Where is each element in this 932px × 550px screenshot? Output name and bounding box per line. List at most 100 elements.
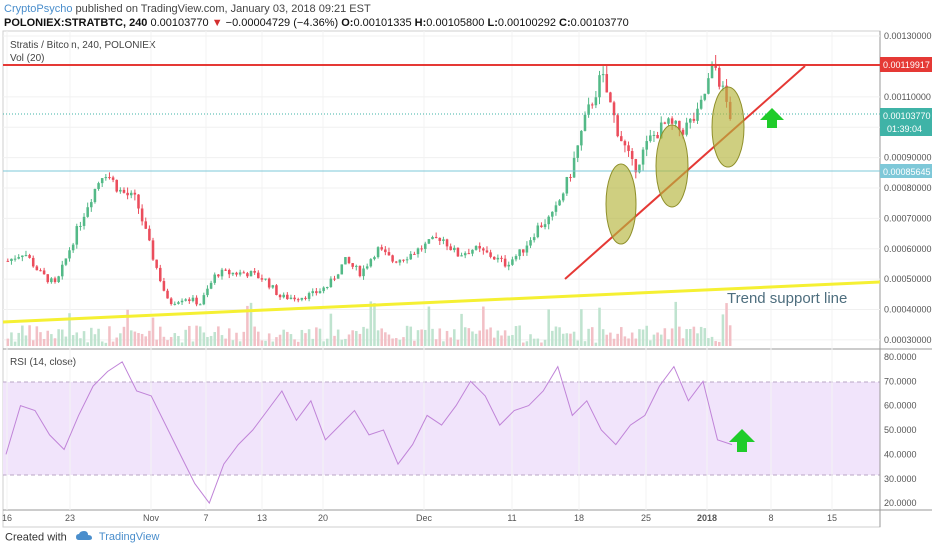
volume-bar xyxy=(68,313,71,346)
candle-body xyxy=(155,259,158,268)
volume-bar xyxy=(409,326,413,346)
volume-bar xyxy=(86,342,89,346)
volume-bar xyxy=(242,331,246,346)
volume-bar xyxy=(50,334,53,346)
volume-bar xyxy=(634,338,638,346)
volume-bar xyxy=(296,341,300,346)
candle-body xyxy=(365,266,369,269)
candle-body xyxy=(64,258,68,265)
volume-bar xyxy=(304,333,307,346)
volume-bar xyxy=(463,327,467,346)
volume-bar xyxy=(195,325,198,346)
candle-body xyxy=(681,129,685,135)
candle-body xyxy=(206,288,209,296)
volume-bar xyxy=(696,333,699,346)
volume-bar xyxy=(380,328,383,346)
time-tick-label: 15 xyxy=(827,513,837,523)
volume-bar xyxy=(307,329,311,346)
volume-bar xyxy=(235,332,238,346)
volume-bar xyxy=(453,329,456,346)
candle-body xyxy=(177,302,180,304)
candle-body xyxy=(453,247,456,251)
rsi-legend: RSI (14, close) xyxy=(10,357,76,368)
change-value: −0.00004729 (−4.36%) xyxy=(225,17,339,29)
candle-body xyxy=(420,248,423,250)
candle-body xyxy=(405,259,409,261)
candle-body xyxy=(514,256,518,260)
candle-body xyxy=(17,257,20,259)
candle-body xyxy=(21,255,24,258)
volume-bar xyxy=(122,326,126,346)
candle-body xyxy=(558,200,561,206)
candle-body xyxy=(638,164,641,173)
volume-bar xyxy=(322,341,325,346)
volume-bar xyxy=(500,335,503,346)
candle-body xyxy=(242,272,246,274)
candle-body xyxy=(598,75,601,98)
candle-body xyxy=(213,274,216,283)
volume-bar xyxy=(514,326,518,346)
candle-body xyxy=(663,122,667,124)
candle-body xyxy=(111,177,115,180)
candle-body xyxy=(685,122,688,135)
volume-bar xyxy=(119,333,122,346)
candle-body xyxy=(293,297,296,300)
rsi-tick-label: 30.0000 xyxy=(884,474,917,484)
volume-bar xyxy=(503,330,507,346)
volume-bar xyxy=(438,328,442,346)
volume-bar xyxy=(126,309,129,346)
candle-body xyxy=(630,151,634,160)
candle-body xyxy=(220,269,224,277)
volume-bar xyxy=(238,341,242,346)
candle-body xyxy=(456,247,460,257)
volume-bar xyxy=(558,327,561,346)
candle-body xyxy=(322,287,325,292)
candle-body xyxy=(289,297,293,300)
candle-body xyxy=(60,264,64,277)
candle-body xyxy=(325,287,329,289)
volume-bar xyxy=(293,339,296,346)
candle-body xyxy=(344,257,347,265)
candle-body xyxy=(249,271,253,277)
candle-body xyxy=(391,255,394,262)
candle-body xyxy=(104,177,108,179)
candle-body xyxy=(394,261,398,263)
candle-body xyxy=(525,245,529,253)
volume-bar xyxy=(17,332,20,346)
time-tick-label: 13 xyxy=(257,513,267,523)
candle-body xyxy=(10,258,13,261)
volume-bar xyxy=(561,333,565,346)
candle-body xyxy=(235,272,238,275)
volume-bar xyxy=(572,331,576,346)
volume-bar xyxy=(355,331,358,346)
volume-bar xyxy=(180,342,184,346)
candle-body xyxy=(507,264,511,267)
candle-body xyxy=(612,102,616,116)
candle-body xyxy=(565,176,569,194)
volume-bar xyxy=(184,329,187,346)
candle-body xyxy=(532,237,536,241)
candle-body xyxy=(13,258,17,260)
volume-bar xyxy=(100,341,104,346)
volume-bar xyxy=(710,336,714,346)
candle-body xyxy=(434,236,438,238)
author-link[interactable]: CryptoPsycho xyxy=(4,3,73,15)
volume-bar xyxy=(257,331,260,346)
volume-bar xyxy=(616,333,619,346)
candle-body xyxy=(471,249,474,254)
resistance-badge xyxy=(880,57,932,72)
candle-body xyxy=(137,194,140,209)
candle-body xyxy=(307,293,311,299)
candle-body xyxy=(445,239,449,247)
candle-body xyxy=(296,299,300,301)
candle-body xyxy=(492,256,496,260)
volume-bar xyxy=(53,338,57,346)
candle-body xyxy=(576,145,579,158)
volume-bar xyxy=(434,339,438,346)
volume-bar xyxy=(718,341,721,346)
time-tick-label: 20 xyxy=(318,513,328,523)
volume-bar xyxy=(133,331,137,346)
tradingview-link[interactable]: TradingView xyxy=(98,531,160,544)
volume-bar xyxy=(325,338,329,346)
